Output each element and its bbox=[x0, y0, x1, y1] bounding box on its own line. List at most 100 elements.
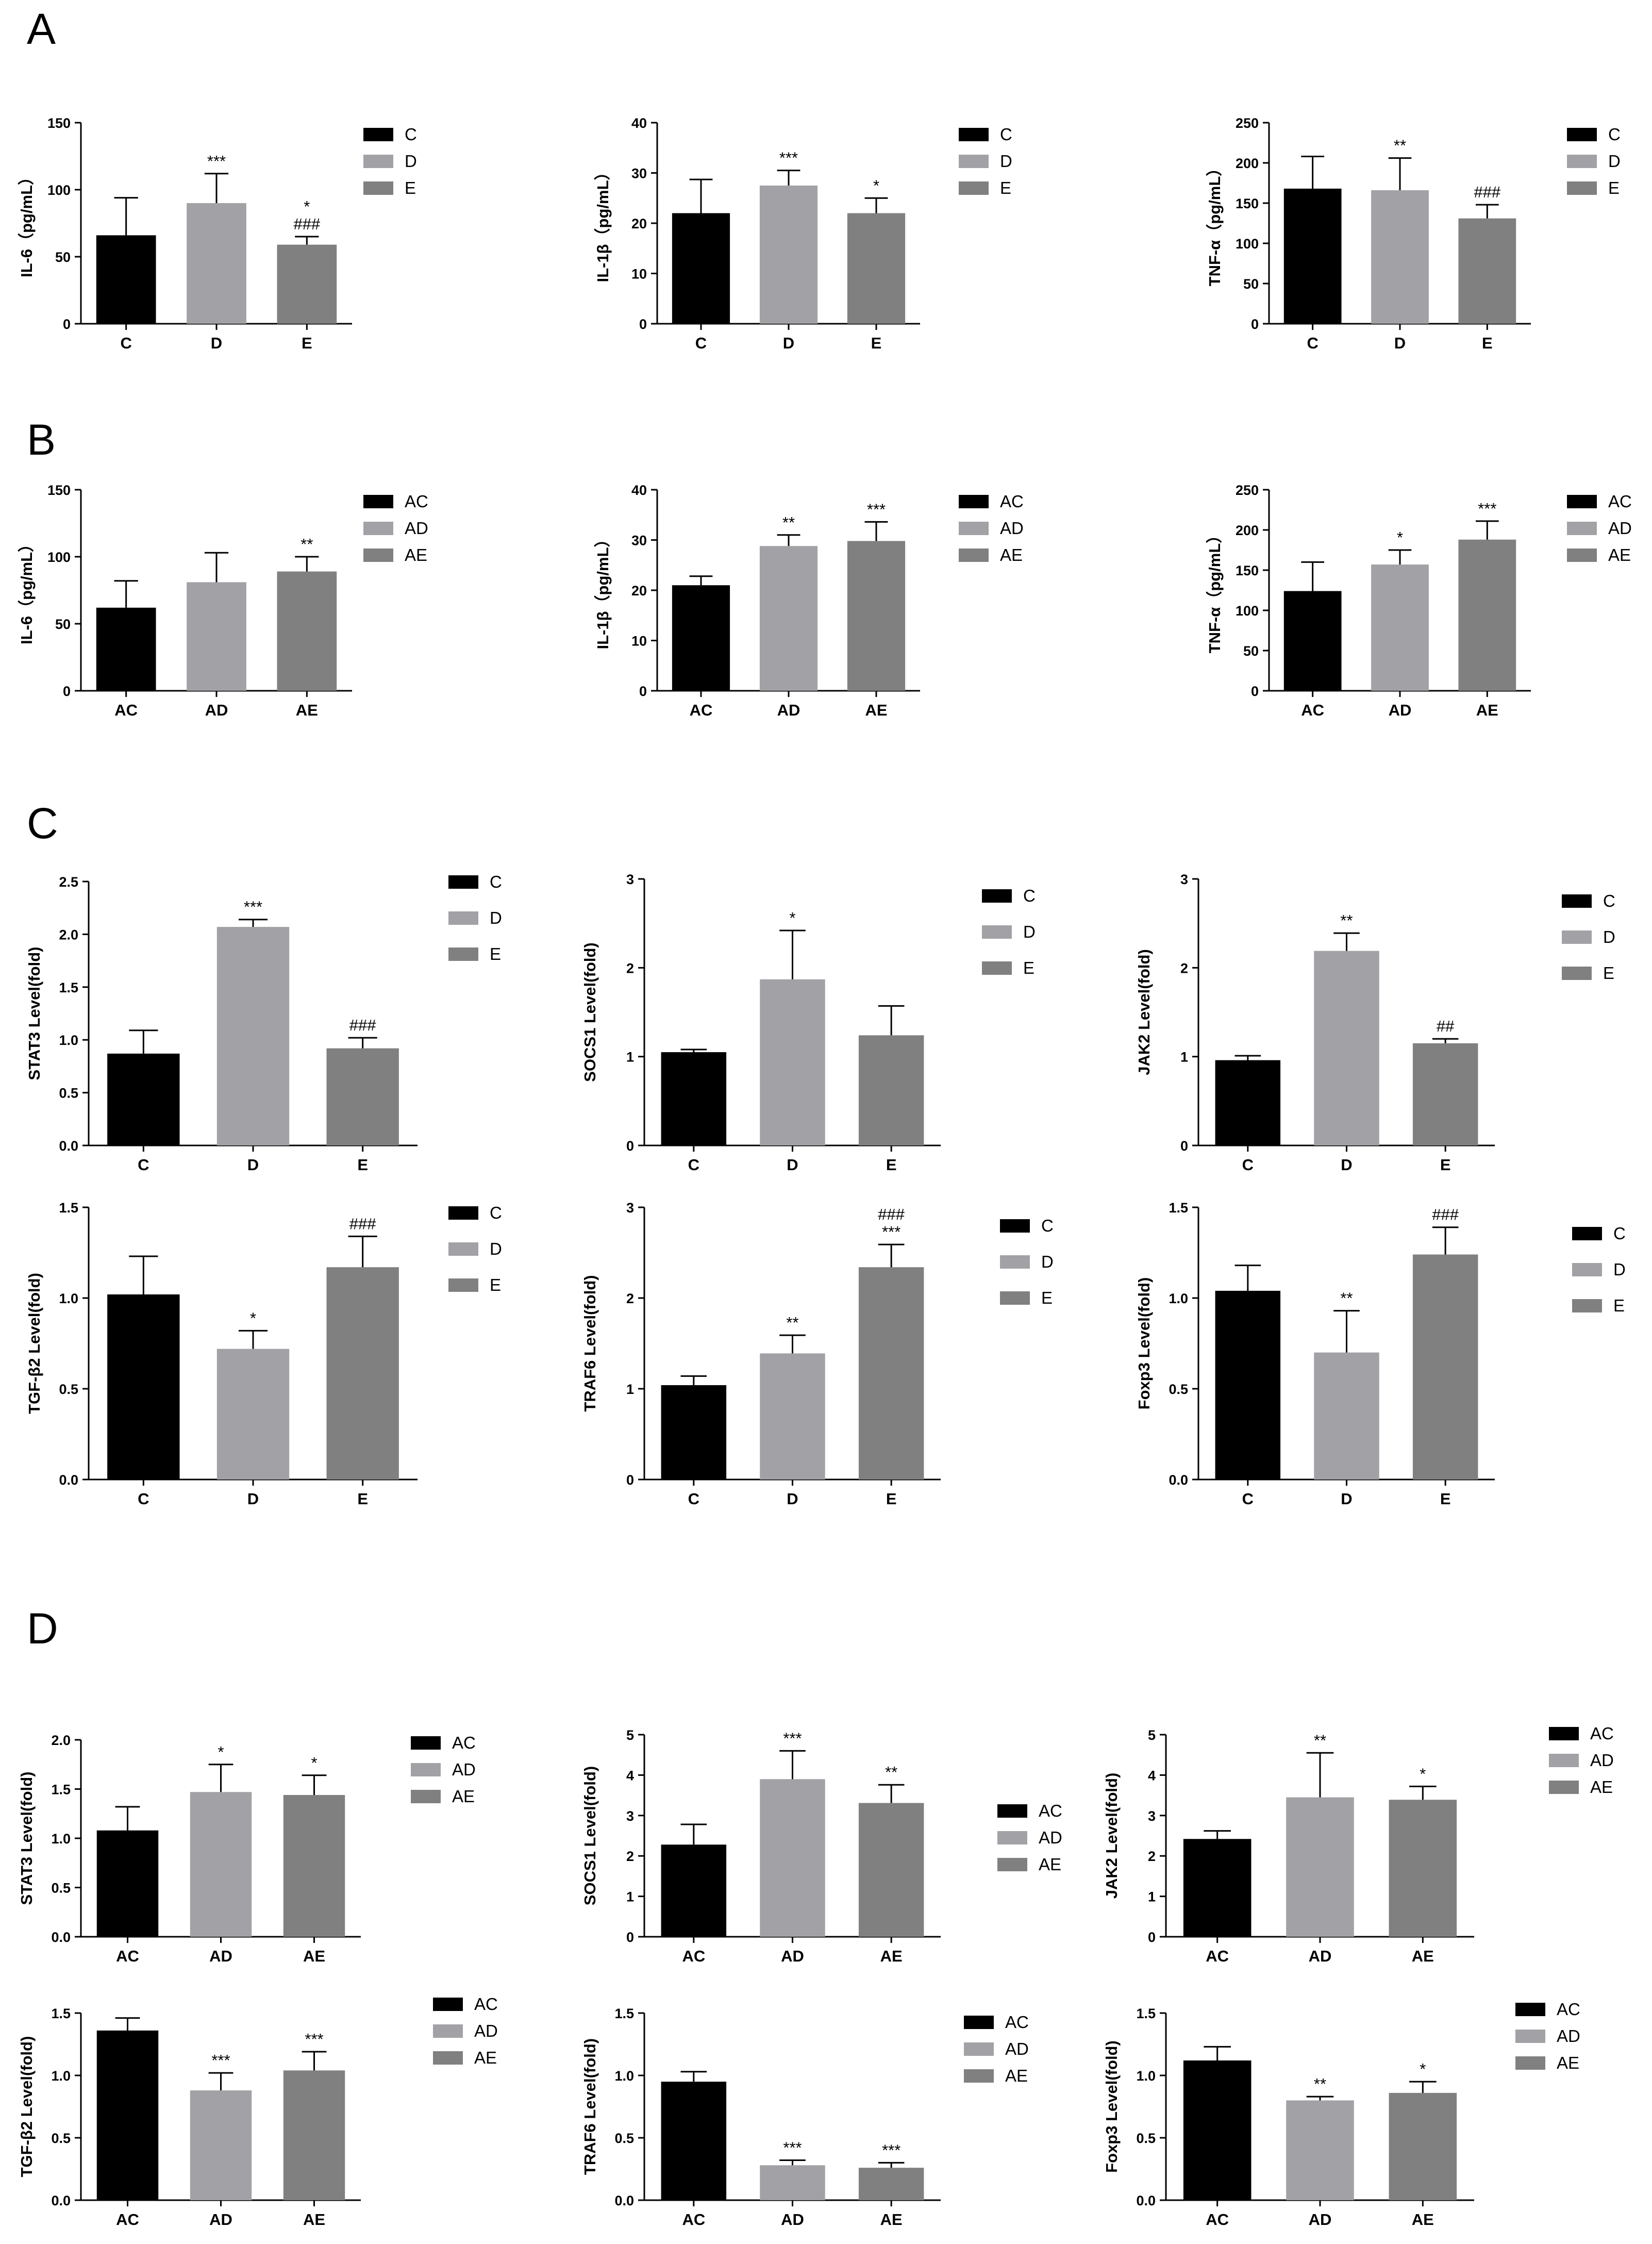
legend-swatch bbox=[363, 155, 393, 168]
bar-ae bbox=[1389, 2092, 1457, 2200]
x-tick-label: AC bbox=[1206, 2210, 1229, 2229]
legend-label: AE bbox=[405, 545, 427, 564]
legend-label: D bbox=[405, 152, 417, 171]
significance-line: ## bbox=[1437, 1017, 1455, 1035]
significance-label: *** bbox=[207, 152, 226, 170]
significance-line: *** bbox=[244, 898, 262, 916]
legend-swatch bbox=[959, 155, 989, 168]
bar-ae bbox=[283, 1794, 345, 1937]
significance-line: *** bbox=[305, 2030, 323, 2048]
x-tick-label: E bbox=[357, 1156, 368, 1174]
y-tick-label: 2 bbox=[626, 1849, 634, 1864]
x-tick-label: C bbox=[1242, 1490, 1254, 1508]
legend-swatch bbox=[363, 522, 393, 535]
significance-line: * bbox=[250, 1309, 256, 1327]
x-tick-label: AC bbox=[114, 701, 138, 719]
y-tick-label: 200 bbox=[1236, 156, 1259, 171]
x-tick-label: AD bbox=[1389, 701, 1412, 719]
legend-swatch bbox=[1572, 1227, 1602, 1240]
legend-label: AC bbox=[452, 1733, 476, 1752]
legend-swatch bbox=[964, 2042, 994, 2056]
y-tick-label: 5 bbox=[626, 1727, 634, 1743]
legend-label: AE bbox=[474, 2048, 497, 2067]
y-tick-label: 0 bbox=[626, 1138, 634, 1154]
legend-label: E bbox=[1041, 1288, 1053, 1307]
y-axis-label: JAK2 Level(fold) bbox=[1103, 1773, 1121, 1899]
y-tick-label: 0.0 bbox=[1136, 2193, 1156, 2208]
significance-line: *** bbox=[779, 149, 798, 167]
significance-line: ### bbox=[1432, 1206, 1459, 1224]
y-tick-label: 1.0 bbox=[59, 1033, 78, 1048]
legend-swatch bbox=[1000, 1219, 1030, 1233]
x-tick-label: C bbox=[138, 1156, 149, 1174]
bar-c bbox=[1215, 1060, 1281, 1145]
y-axis-label: JAK2 Level(fold) bbox=[1135, 949, 1153, 1075]
legend-label: AC bbox=[1005, 2013, 1029, 2032]
bar-ae bbox=[277, 571, 337, 691]
y-tick-label: 150 bbox=[47, 483, 71, 498]
bar-ac bbox=[661, 1844, 727, 1937]
x-tick-label: C bbox=[138, 1490, 149, 1508]
y-axis-label: STAT3 Level(fold) bbox=[25, 947, 43, 1081]
bar-ad bbox=[1286, 1797, 1354, 1937]
chart-b3: 0 50 100 150 200 250 TNF-α（pg/mL） AC AD * AE *** AC A… bbox=[1206, 483, 1632, 719]
x-tick-label: AD bbox=[781, 2210, 804, 2229]
legend-label: AC bbox=[1039, 1801, 1062, 1820]
significance-label: ** bbox=[1340, 1289, 1353, 1307]
significance-line: * bbox=[1397, 528, 1403, 546]
x-tick-label: AC bbox=[682, 1947, 705, 1965]
y-tick-label: 100 bbox=[47, 550, 71, 565]
y-axis-label: TNF-α（pg/mL） bbox=[1206, 527, 1224, 654]
legend-swatch bbox=[433, 2051, 463, 2065]
legend-label: D bbox=[1603, 927, 1615, 946]
x-tick-label: D bbox=[1341, 1490, 1352, 1508]
legend-label: D bbox=[1023, 922, 1036, 941]
x-tick-label: AE bbox=[1412, 2210, 1434, 2229]
legend-swatch bbox=[997, 1804, 1027, 1818]
y-axis-label: SOCS1 Level(fold) bbox=[581, 1766, 599, 1905]
legend-label: D bbox=[490, 908, 502, 927]
y-tick-label: 1.0 bbox=[51, 1831, 71, 1847]
x-tick-label: D bbox=[247, 1156, 259, 1174]
x-tick-label: D bbox=[783, 334, 794, 352]
y-tick-label: 40 bbox=[631, 483, 647, 498]
legend-label: AD bbox=[1557, 2026, 1580, 2046]
legend-swatch bbox=[1562, 967, 1592, 980]
y-axis-label: TRAF6 Level(fold) bbox=[581, 1275, 599, 1411]
significance-line: ### bbox=[349, 1016, 376, 1034]
y-axis-label: TRAF6 Level(fold) bbox=[581, 2038, 599, 2175]
y-tick-label: 0.5 bbox=[59, 1086, 78, 1101]
legend-swatch bbox=[448, 1242, 478, 1256]
bar-d bbox=[1314, 951, 1379, 1145]
y-tick-label: 0.0 bbox=[51, 2193, 71, 2208]
y-tick-label: 0.5 bbox=[1136, 2131, 1156, 2146]
x-tick-label: AC bbox=[116, 1947, 139, 1965]
x-tick-label: C bbox=[1307, 334, 1318, 352]
legend-label: AE bbox=[1039, 1855, 1061, 1874]
significance-label: ### *** bbox=[878, 1205, 905, 1241]
bar-c bbox=[107, 1053, 180, 1145]
bar-c bbox=[107, 1294, 180, 1480]
y-tick-label: 0 bbox=[639, 684, 647, 699]
x-tick-label: E bbox=[302, 334, 312, 352]
bar-ad bbox=[759, 546, 818, 691]
legend-label: AD bbox=[1000, 519, 1024, 538]
significance-label: ** bbox=[786, 1314, 798, 1332]
bar-ae bbox=[1458, 539, 1516, 691]
y-tick-label: 1.5 bbox=[59, 1200, 78, 1216]
y-axis-label: IL-6（pg/mL） bbox=[18, 169, 36, 277]
x-tick-label: AC bbox=[116, 2210, 139, 2229]
bar-e bbox=[858, 1267, 924, 1480]
y-axis-label: Foxp3 Level(fold) bbox=[1135, 1277, 1153, 1410]
y-tick-label: 1 bbox=[1180, 1050, 1188, 1065]
significance-line: *** bbox=[783, 1729, 802, 1747]
x-tick-label: E bbox=[871, 334, 882, 352]
x-tick-label: AE bbox=[1476, 701, 1498, 719]
y-tick-label: 250 bbox=[1236, 115, 1259, 131]
bar-c bbox=[661, 1052, 727, 1145]
significance-label: *** bbox=[867, 500, 886, 518]
